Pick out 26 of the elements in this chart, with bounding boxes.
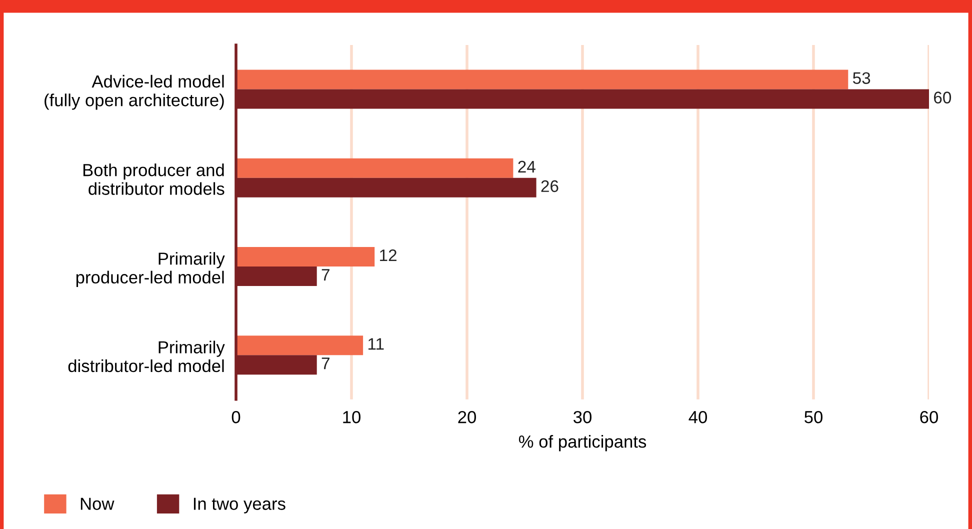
legend-label: In two years (194, 498, 286, 514)
data-label: 60 (934, 92, 952, 104)
y-tick-label: Primarily producer-led model (76, 252, 225, 287)
x-tick-label: 0 (232, 410, 240, 424)
data-label: 7 (322, 358, 330, 370)
x-tick-label: 20 (458, 410, 476, 424)
x-tick-label: 40 (688, 410, 707, 424)
data-label: 11 (368, 338, 384, 350)
y-tick-label: Advice-led model (fully open architecture) (44, 74, 224, 110)
data-label: 24 (518, 160, 536, 172)
legend-label: Now (80, 498, 114, 510)
x-tick-label: 50 (804, 410, 822, 424)
y-tick-label: Both producer and distributor models (83, 163, 224, 195)
data-label: 53 (852, 72, 870, 84)
x-tick-label: 60 (920, 410, 938, 424)
x-tick-label: 30 (574, 410, 592, 424)
x-axis-title: % of participants (518, 435, 646, 452)
bar (236, 158, 514, 178)
data-label: 26 (541, 180, 558, 192)
bar (236, 70, 848, 90)
data-label: 12 (380, 249, 396, 262)
bar (236, 246, 375, 266)
data-label: 7 (322, 269, 330, 281)
y-tick-label: Primarily distributor-led model (68, 340, 225, 372)
bar (236, 336, 364, 356)
x-tick-label: 10 (343, 410, 360, 424)
